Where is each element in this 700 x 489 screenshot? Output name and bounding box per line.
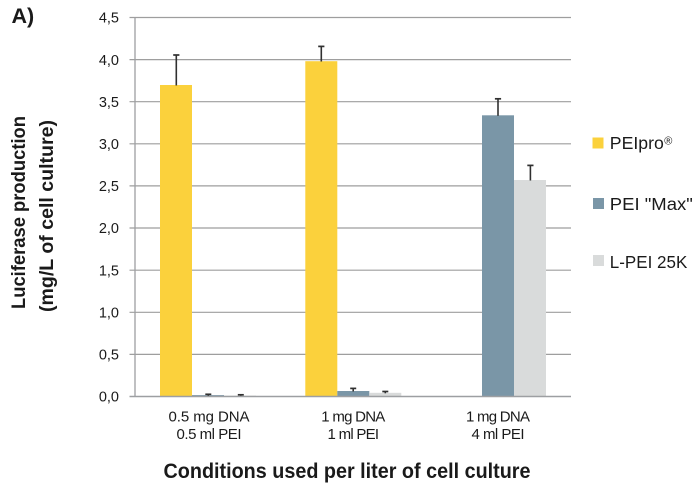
svg-text:Luciferase production: Luciferase production bbox=[8, 116, 30, 309]
svg-text:L-PEI 25K: L-PEI 25K bbox=[610, 252, 688, 272]
svg-text:0.5 ml PEI: 0.5 ml PEI bbox=[177, 426, 242, 443]
svg-text:2,5: 2,5 bbox=[99, 179, 119, 195]
svg-text:Conditions used per liter of c: Conditions used per liter of cell cultur… bbox=[164, 459, 531, 483]
svg-text:1,0: 1,0 bbox=[99, 306, 119, 322]
svg-text:4 ml PEI: 4 ml PEI bbox=[472, 426, 525, 443]
svg-text:1 ml PEI: 1 ml PEI bbox=[328, 426, 380, 443]
svg-text:(mg/L of cell culture): (mg/L of cell culture) bbox=[36, 120, 58, 312]
svg-text:3,5: 3,5 bbox=[99, 95, 119, 111]
svg-text:1 mg DNA: 1 mg DNA bbox=[466, 408, 530, 425]
svg-text:0.5 mg DNA: 0.5 mg DNA bbox=[169, 408, 250, 425]
svg-text:0,5: 0,5 bbox=[99, 348, 119, 364]
svg-text:PEI "Max": PEI "Max" bbox=[610, 194, 693, 214]
svg-text:4,0: 4,0 bbox=[99, 53, 119, 69]
svg-text:1,5: 1,5 bbox=[99, 263, 119, 279]
svg-text:1 mg DNA: 1 mg DNA bbox=[321, 408, 385, 425]
svg-text:A): A) bbox=[12, 4, 35, 28]
svg-text:4,5: 4,5 bbox=[99, 11, 119, 27]
svg-text:3,0: 3,0 bbox=[99, 137, 119, 153]
svg-text:0,0: 0,0 bbox=[99, 390, 119, 406]
svg-text:PEIpro®: PEIpro® bbox=[610, 133, 673, 153]
svg-text:2,0: 2,0 bbox=[99, 221, 119, 237]
